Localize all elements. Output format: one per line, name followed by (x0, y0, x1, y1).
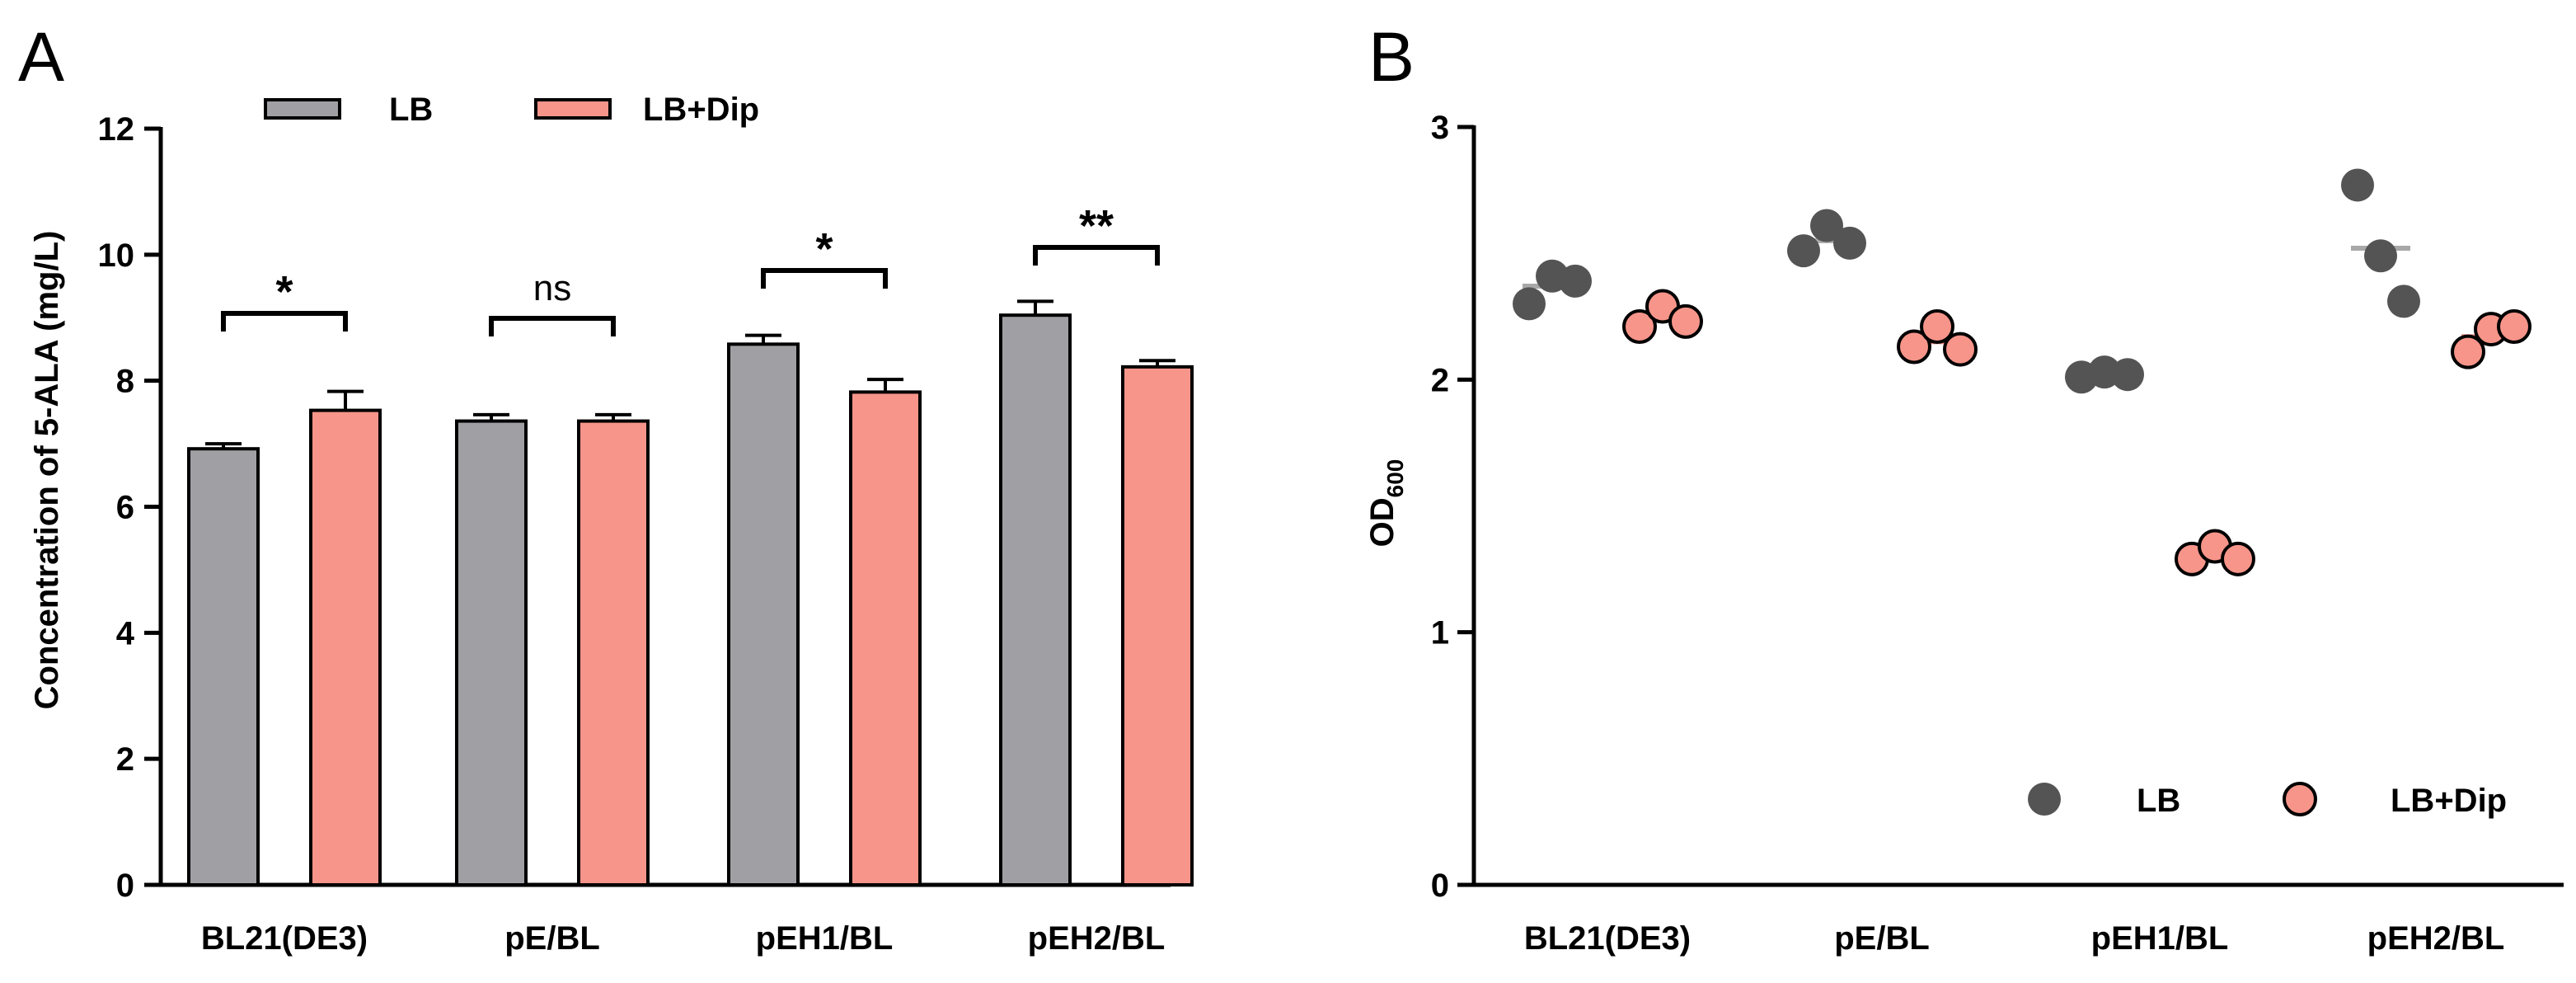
panel-a-bar (309, 408, 382, 887)
panel-b-y-axis-main: OD (1364, 497, 1401, 547)
panel-a-y-tick-label: 4 (116, 615, 135, 651)
panel-b-axes: 0 1 2 3 BL21(DE3) pE/BL pEH1/BL pEH2/BL (1431, 110, 2564, 957)
panel-a-y-tick-label: 6 (116, 490, 134, 526)
panel-b-y-tick-label: 2 (1431, 362, 1449, 398)
panel-b-legend: LB LB+Dip (2028, 782, 2507, 819)
panel-a-sig-bracket (761, 268, 888, 289)
panel-a-legend-label: LB+Dip (643, 92, 759, 128)
panel-b-point (1787, 234, 1820, 268)
panel-a-y-tick-label: 12 (98, 111, 135, 148)
panel-a-legend-swatch (534, 98, 612, 120)
panel-b-y-axis-sub: 600 (1382, 459, 1408, 498)
panel-b-legend-marker (2028, 783, 2061, 816)
panel-b-point (1833, 226, 1866, 260)
panel-a-bar (849, 390, 922, 887)
panel-a-y-tick-label: 8 (116, 364, 134, 400)
panel-a-sig-label: * (275, 267, 293, 317)
panel-a-sig-label: ns (533, 268, 571, 308)
panel-b-point (1897, 329, 1931, 365)
panel-a-bar (187, 447, 260, 887)
panel-a-sig-bracket (489, 316, 616, 336)
panel-a-x-tick-label: pEH1/BL (756, 920, 894, 957)
panel-b-y-axis-title: OD600 (1364, 459, 1408, 548)
panel-a-legend-label: LB (389, 92, 433, 128)
panel-a-legend: LB LB+Dip (264, 92, 759, 128)
panel-a-bar (577, 419, 650, 887)
panel-b-legend-marker (2283, 782, 2317, 816)
panel-b-point (1943, 332, 1978, 367)
panel-a-sig-bracket (1033, 245, 1160, 266)
panel-a-legend-swatch (264, 98, 341, 120)
panel-b: B 0 1 2 3 BL21(DE3) pE/BL pEH1/BL pEH2/BL LB LB+… (1364, 18, 2564, 957)
panel-b-point (2387, 285, 2420, 318)
panel-a-y-tick-label: 0 (116, 868, 134, 904)
panel-b-y-tick-label: 1 (1431, 615, 1449, 651)
panel-b-point (1559, 264, 1592, 298)
panel-b-x-tick-label: BL21(DE3) (1524, 920, 1691, 957)
panel-a-sig-label: * (815, 224, 833, 274)
panel-b-x-tick-label: pEH1/BL (2091, 920, 2229, 957)
panel-b-point (1513, 287, 1546, 321)
panel-b-points (1513, 168, 2531, 576)
panel-b-letter: B (1368, 18, 1415, 96)
panel-a-x-tick-label: pEH2/BL (1028, 920, 1166, 957)
panel-a-x-tick-label: pE/BL (504, 920, 600, 957)
panel-b-legend-label: LB+Dip (2391, 783, 2507, 819)
panel-b-point (2341, 168, 2374, 202)
panel-a-axes: 0 2 4 6 8 10 12 BL21(DE3) pE/BL pEH1/BL pEH2/BL (98, 111, 1171, 957)
panel-b-point (2221, 541, 2255, 576)
panel-a-x-tick-label: BL21(DE3) (201, 920, 368, 957)
panel-b-point (1668, 303, 1703, 339)
panel-a-sig-bracket (221, 311, 348, 332)
panel-b-point (2451, 334, 2485, 369)
panel-a-y-tick-label: 2 (116, 741, 134, 778)
panel-a-bars (187, 299, 1194, 887)
panel-a-y-axis-title: Concentration of 5-ALA (mg/L) (29, 231, 65, 710)
panel-a-bar (1121, 365, 1194, 887)
panel-a-bar (727, 342, 800, 887)
panel-b-y-tick-label: 3 (1431, 110, 1449, 146)
panel-a-significance: * ns* ** (221, 201, 1160, 336)
panel-b-point (1920, 309, 1954, 345)
panel-b-x-tick-label: pEH2/BL (2367, 920, 2505, 957)
panel-a-bar (999, 313, 1072, 887)
panel-a-letter: A (18, 18, 64, 96)
panel-a-bar (455, 419, 528, 887)
panel-b-point (1622, 309, 1657, 345)
panel-b-point (1810, 209, 1843, 242)
panel-a-sig-label: ** (1079, 201, 1114, 251)
panel-b-point (2111, 358, 2144, 392)
panel-b-y-tick-label: 0 (1431, 868, 1449, 904)
panel-a-y-tick-label: 10 (98, 238, 135, 274)
panel-b-x-tick-label: pE/BL (1834, 920, 1930, 957)
panel-b-legend-label: LB (2137, 783, 2180, 819)
panel-b-point (2497, 309, 2531, 345)
panel-b-point (2364, 239, 2397, 273)
